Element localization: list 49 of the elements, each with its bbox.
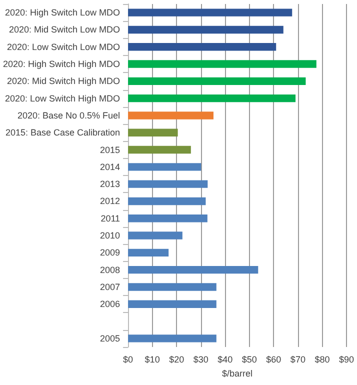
bar xyxy=(128,283,216,291)
bar xyxy=(128,334,216,342)
x-tick-label: $40 xyxy=(218,354,233,364)
x-tick-label: $50 xyxy=(242,354,257,364)
y-tick-label: 2020: Mid Switch High MDO xyxy=(7,76,120,86)
bar xyxy=(128,248,169,257)
x-tick-label: $60 xyxy=(266,354,282,364)
y-tick-label: 2009 xyxy=(100,248,120,258)
y-tick-label: 2005 xyxy=(100,333,120,344)
bar xyxy=(128,112,214,120)
x-tick-label: $10 xyxy=(144,354,160,364)
y-tick-label: 2006 xyxy=(100,299,120,310)
y-tick-label: 2020: Base No 0.5% Fuel xyxy=(17,110,120,120)
bar xyxy=(128,128,178,136)
bar xyxy=(128,43,276,51)
y-tick-label: 2020: Mid Switch Low MDO xyxy=(9,24,120,35)
bar xyxy=(128,163,202,171)
y-tick-label: 2015: Base Case Calibration xyxy=(5,128,120,138)
bar xyxy=(128,214,208,222)
x-tick-label: $80 xyxy=(314,354,330,364)
bar xyxy=(128,146,191,154)
y-tick-label: 2015 xyxy=(100,144,120,155)
bar xyxy=(128,300,216,308)
bar xyxy=(128,60,316,68)
bar xyxy=(128,94,296,102)
x-tick-label: $0 xyxy=(123,354,134,364)
bar xyxy=(128,197,206,206)
y-tick-label: 2011 xyxy=(100,213,120,224)
x-axis-title: $/barrel xyxy=(222,368,253,378)
x-tick-label: $20 xyxy=(169,354,184,364)
bar xyxy=(128,180,208,188)
y-tick-label: 2012 xyxy=(100,196,120,206)
x-tick-label: $90 xyxy=(338,354,354,364)
y-tick-label: 2007 xyxy=(100,282,120,292)
bar xyxy=(128,266,258,274)
y-tick-label: 2020: Low Switch Low MDO xyxy=(6,42,120,52)
x-tick-label: $70 xyxy=(290,354,306,364)
y-tick-label: 2010 xyxy=(100,230,120,241)
bar xyxy=(128,8,292,16)
y-tick-label: 2008 xyxy=(100,264,120,275)
bar xyxy=(128,77,306,86)
y-tick-label: 2020: Low Switch High MDO xyxy=(4,93,120,104)
y-tick-label: 2014 xyxy=(100,162,120,172)
bar xyxy=(128,26,284,34)
y-tick-label: 2020: High Switch Low MDO xyxy=(4,8,120,18)
y-tick-label: 2020: High Switch High MDO xyxy=(2,59,120,70)
y-tick-label: 2013 xyxy=(100,179,120,190)
bar xyxy=(128,232,182,240)
x-tick-label: $30 xyxy=(193,354,208,364)
